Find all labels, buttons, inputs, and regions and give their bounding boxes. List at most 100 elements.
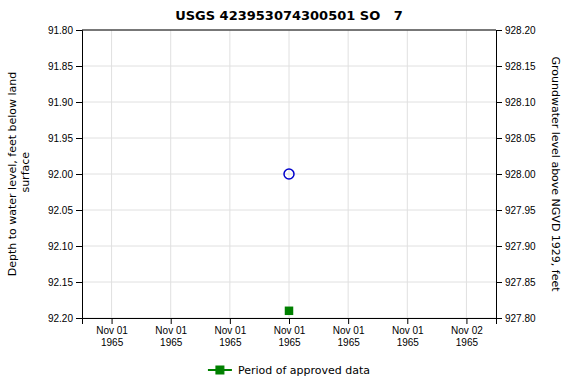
tick: 92.20 [48, 313, 82, 324]
tick-label: 92.15 [48, 277, 73, 288]
grid-line [289, 30, 290, 318]
axis-domain [76, 31, 83, 319]
tick-label: 928.10 [505, 97, 536, 108]
tick-label: 928.05 [505, 133, 536, 144]
title: USGS 423953074300501 SO 7 [175, 8, 403, 23]
tick-mark [289, 318, 290, 324]
grid-line [407, 30, 408, 318]
tick-mark [76, 174, 82, 175]
tick-label: Nov 011965 [155, 325, 187, 348]
point [284, 169, 294, 179]
tick-label: 927.95 [505, 205, 536, 216]
tick: Nov 011965 [96, 318, 128, 348]
tick-mark [76, 318, 82, 319]
tick-mark [76, 102, 82, 103]
tick-mark [76, 30, 82, 31]
tick: Nov 011965 [392, 318, 424, 348]
tick-label: Nov 011965 [96, 325, 128, 348]
tick-label: 927.85 [505, 277, 536, 288]
tick: 92.15 [48, 277, 82, 288]
axis-label: Depth to water level, feet below land su… [6, 72, 32, 277]
tick: 928.00 [496, 169, 536, 180]
tick-label: 91.80 [48, 25, 73, 36]
tick-mark [171, 318, 172, 324]
marks [284, 169, 294, 314]
grid-line [111, 30, 112, 318]
tick-label: 92.05 [48, 205, 73, 216]
legend-item: Period of approved data [208, 364, 370, 377]
tick-label: 928.20 [505, 25, 536, 36]
tick-mark [496, 174, 502, 175]
tick-label: Nov 011965 [274, 325, 306, 348]
tick-mark [496, 138, 502, 139]
tick-label: 92.00 [48, 169, 73, 180]
tick: 927.95 [496, 205, 536, 216]
tick: 928.20 [496, 25, 536, 36]
axis-domain [83, 319, 497, 325]
axis-label: Groundwater level above NGVD 1929, feet [549, 56, 562, 292]
tick-mark [348, 318, 349, 324]
tick-label: 91.95 [48, 133, 73, 144]
legend-label: Period of approved data [238, 364, 370, 377]
plot: Nov 011965 Nov 011965 Nov 011965 Nov 011965… [6, 25, 562, 348]
frame [82, 30, 496, 31]
tick-label: Nov 021965 [451, 325, 483, 348]
tick-label: 928.00 [505, 169, 536, 180]
tick: 928.10 [496, 97, 536, 108]
y-axis: 91.80 91.85 91.90 91.95 92.00 92.05 92.10 92.15… [48, 25, 83, 324]
legend: Period of approved data [208, 364, 370, 377]
tick: Nov 011965 [155, 318, 187, 348]
tick: 91.85 [48, 61, 82, 72]
tick-label: 91.90 [48, 97, 73, 108]
tick: 91.90 [48, 97, 82, 108]
tick: 92.10 [48, 241, 82, 252]
tick-mark [407, 318, 408, 324]
tick-mark [76, 246, 82, 247]
tick-label: 927.90 [505, 241, 536, 252]
tick-mark [496, 210, 502, 211]
tick-mark [112, 318, 113, 324]
x-axis: Nov 011965 Nov 011965 Nov 011965 Nov 011965… [83, 318, 497, 348]
tick: 927.85 [496, 277, 536, 288]
point [286, 307, 293, 314]
tick: Nov 011965 [215, 318, 247, 348]
tick: Nov 011965 [333, 318, 365, 348]
grid-line [82, 30, 496, 31]
tick-label: 927.80 [505, 313, 536, 324]
tick-mark [76, 282, 82, 283]
tick: 928.15 [496, 61, 536, 72]
tick: 928.05 [496, 133, 536, 144]
tick-mark [496, 30, 502, 31]
tick: 91.80 [48, 25, 82, 36]
tick-label: Nov 011965 [333, 325, 365, 348]
tick-label: Nov 011965 [215, 325, 247, 348]
tick-label: 92.10 [48, 241, 73, 252]
tick-label: 92.20 [48, 313, 73, 324]
tick: 927.80 [496, 313, 536, 324]
tick: 92.00 [48, 169, 82, 180]
grid-line [466, 30, 467, 318]
grid-line [348, 30, 349, 318]
y2-axis: 928.20 928.15 928.10 928.05 928.00 927.95 927.… [496, 25, 536, 324]
tick-mark [496, 282, 502, 283]
tick: 92.05 [48, 205, 82, 216]
tick-mark [496, 318, 502, 319]
chart: Nov 011965 Nov 011965 Nov 011965 Nov 011965… [0, 0, 576, 384]
legend-swatch [216, 366, 224, 374]
tick: Nov 021965 [451, 318, 483, 348]
tick-mark [466, 318, 467, 324]
axis-domain [497, 31, 503, 319]
tick: 927.90 [496, 241, 536, 252]
tick-mark [76, 66, 82, 67]
tick-mark [496, 102, 502, 103]
tick-label: Nov 011965 [392, 325, 424, 348]
tick-mark [496, 66, 502, 67]
tick: Nov 011965 [274, 318, 306, 348]
grid-line [229, 30, 230, 318]
tick-mark [496, 246, 502, 247]
tick-label: 91.85 [48, 61, 73, 72]
tick-mark [230, 318, 231, 324]
tick-mark [76, 138, 82, 139]
tick: 91.95 [48, 133, 82, 144]
grid [82, 30, 496, 318]
